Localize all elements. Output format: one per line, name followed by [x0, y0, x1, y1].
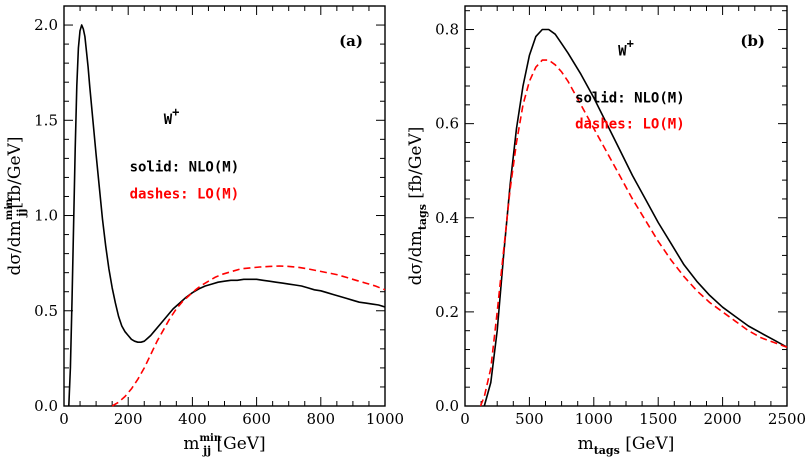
panel-b-xtick-label: 500 [515, 410, 544, 428]
panel-b-series-lo [479, 59, 788, 407]
panel-b-legend-dashes: dashes: LO(M) [575, 116, 685, 132]
panel-a-legend-dashes: dashes: LO(M) [130, 186, 240, 202]
panel-a-ytick-label: 0.0 [34, 397, 58, 415]
panel-a: 0 200 400 600 800 1000 0.0 0.5 1.0 1.5 2.0 mmin jj [… [4, 5, 404, 457]
panel-a-ytick-label: 1.0 [34, 207, 58, 225]
panel-b-xtick-label: 2500 [768, 410, 806, 428]
panel-a-process-label: W+ [164, 105, 180, 128]
panel-a-series-nlo [68, 24, 386, 407]
panel-a-ytick-label: 0.5 [34, 302, 58, 320]
panel-b-ylabel: dσ/dmtags [fb/GeV] [406, 127, 429, 286]
panel-b-ytick-label: 0.8 [435, 21, 459, 39]
panel-a-ylabel: dσ/dmminjj[fb/GeV] [4, 137, 28, 276]
panel-a-xtick-label: 1000 [366, 410, 404, 428]
panel-a-frame [63, 5, 386, 407]
panel-b-xlabel: mtags [GeV] [578, 434, 675, 457]
panel-b-xtick-label: 2000 [704, 410, 742, 428]
panel-a-ytick-label: 2.0 [34, 16, 58, 34]
panel-b-tag: (b) [740, 32, 765, 50]
panel-b-series-nlo [483, 28, 788, 407]
panel-b-xtick-label: 1000 [575, 410, 613, 428]
panel-a-xtick-label: 200 [114, 410, 143, 428]
panel-a-xtick-label: 600 [242, 410, 271, 428]
panel-b-ytick-label: 0.4 [435, 209, 459, 227]
panel-a-legend-solid: solid: NLO(M) [130, 160, 240, 176]
panel-b-process-label: W+ [618, 36, 634, 59]
panel-b: 0 500 1000 1500 2000 2500 0.0 0.2 0.4 0.6 0.8 mtags… [406, 5, 806, 457]
panel-a-xtick-label: 800 [306, 410, 335, 428]
panel-a-xtick-label: 0 [59, 410, 69, 428]
panel-b-ytick-label: 0.0 [435, 397, 459, 415]
panel-b-xtick-label: 0 [460, 410, 470, 428]
panel-a-xlabel: mmin jj [GeV] [183, 433, 265, 457]
panel-a-xtick-label: 400 [178, 410, 207, 428]
panel-b-ytick-label: 0.2 [435, 303, 459, 321]
panel-b-ytick-label: 0.6 [435, 115, 459, 133]
panel-b-frame [464, 5, 788, 407]
panel-b-xtick-label: 1500 [639, 410, 677, 428]
panel-b-legend-solid: solid: NLO(M) [575, 90, 685, 106]
panel-a-series-lo [111, 265, 386, 407]
panel-a-tag: (a) [339, 32, 363, 50]
panel-a-ytick-label: 1.5 [34, 111, 58, 129]
